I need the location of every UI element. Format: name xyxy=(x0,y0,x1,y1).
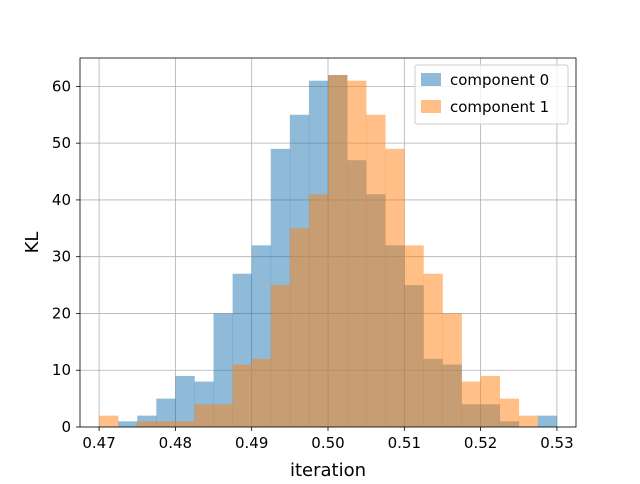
histogram-bar-component-1 xyxy=(366,114,386,428)
x-axis-label: iteration xyxy=(290,460,366,480)
y-tick-label: 20 xyxy=(52,304,71,322)
x-tick-label: 0.52 xyxy=(464,434,497,452)
legend-label-component-0: component 0 xyxy=(450,71,549,89)
histogram-bar-component-1 xyxy=(518,415,539,427)
histogram-bar-component-0 xyxy=(156,398,176,427)
histogram-bar-component-1 xyxy=(461,381,481,427)
x-tick-label: 0.53 xyxy=(540,434,573,452)
histogram-bar-component-1 xyxy=(232,364,252,427)
histogram-bar-component-1 xyxy=(385,148,405,428)
histogram-bar-component-1 xyxy=(347,80,367,427)
y-tick-label: 30 xyxy=(52,248,71,266)
x-tick-label: 0.47 xyxy=(82,434,115,452)
histogram-bar-component-1 xyxy=(137,421,157,427)
histogram-bar-component-0 xyxy=(137,415,157,427)
histogram-bar-component-1 xyxy=(480,375,500,427)
histogram-bar-component-0 xyxy=(213,313,233,427)
histogram-bar-component-1 xyxy=(289,228,310,427)
histogram-bar-component-1 xyxy=(156,421,176,427)
ticks: 0.47 0.48 0.49 0.50 0.51 0.52 0.53 0 10 20 30 40 50 6… xyxy=(52,77,574,452)
y-axis-label: KL xyxy=(22,232,43,254)
histogram-bar-component-1 xyxy=(270,285,291,427)
histogram-bar-component-1 xyxy=(213,404,233,427)
y-tick-label: 0 xyxy=(61,418,71,436)
x-tick-label: 0.49 xyxy=(235,434,268,452)
legend-swatch-component-1 xyxy=(421,100,441,113)
histogram-bar-component-1 xyxy=(499,398,520,427)
histogram-bar-component-1 xyxy=(328,75,348,428)
y-tick-label: 40 xyxy=(52,191,71,209)
legend: component 0 component 1 xyxy=(414,64,569,125)
legend-label-component-1: component 1 xyxy=(450,98,549,116)
histogram-bar-component-1 xyxy=(404,245,424,427)
x-tick-label: 0.50 xyxy=(311,434,344,452)
histogram-bar-component-0 xyxy=(118,421,138,427)
histogram-bar-component-1 xyxy=(194,404,214,427)
histogram-bar-component-1 xyxy=(423,273,443,427)
y-tick-label: 10 xyxy=(52,361,71,379)
x-tick-label: 0.48 xyxy=(159,434,192,452)
histogram-bar-component-0 xyxy=(537,415,558,427)
legend-box xyxy=(414,64,569,125)
histogram-bar-component-1 xyxy=(442,313,462,427)
y-tick-label: 60 xyxy=(52,77,71,95)
histogram-bar-component-1 xyxy=(175,421,195,427)
x-tick-label: 0.51 xyxy=(388,434,421,452)
bars xyxy=(99,75,558,428)
histogram-bar-component-1 xyxy=(308,194,329,427)
histogram-bar-component-1 xyxy=(251,358,272,427)
histogram-bar-component-0 xyxy=(175,375,195,427)
y-tick-label: 50 xyxy=(52,134,71,152)
legend-swatch-component-0 xyxy=(421,73,441,86)
histogram-bar-component-1 xyxy=(99,415,119,427)
